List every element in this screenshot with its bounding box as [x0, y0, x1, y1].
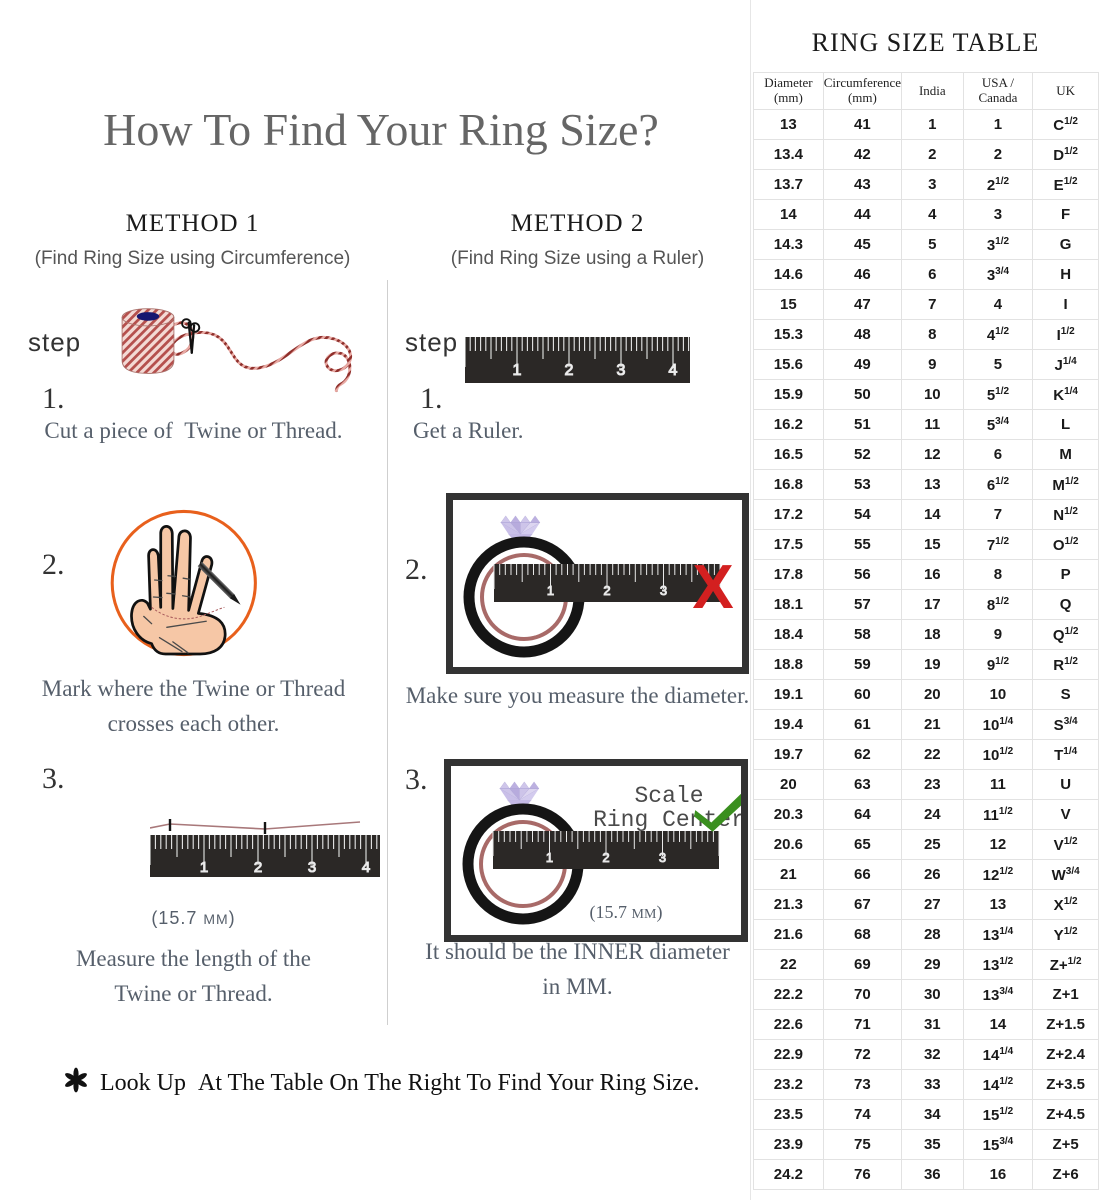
svg-text:4: 4	[669, 362, 678, 379]
svg-text:X: X	[692, 553, 733, 622]
svg-text:2: 2	[254, 859, 262, 876]
svg-text:2: 2	[602, 850, 609, 865]
svg-text:3: 3	[660, 583, 667, 598]
svg-text:2: 2	[603, 583, 610, 598]
svg-text:3: 3	[308, 859, 316, 876]
svg-text:(15.7 MM): (15.7 MM)	[590, 902, 663, 923]
svg-text:3: 3	[659, 850, 666, 865]
svg-text:4: 4	[362, 859, 370, 876]
svg-text:2: 2	[565, 362, 574, 379]
svg-text:Scale: Scale	[634, 783, 703, 809]
svg-text:1: 1	[513, 362, 522, 379]
svg-text:1: 1	[200, 859, 208, 876]
svg-text:1: 1	[546, 850, 553, 865]
svg-text:1: 1	[547, 583, 554, 598]
svg-text:3: 3	[617, 362, 626, 379]
